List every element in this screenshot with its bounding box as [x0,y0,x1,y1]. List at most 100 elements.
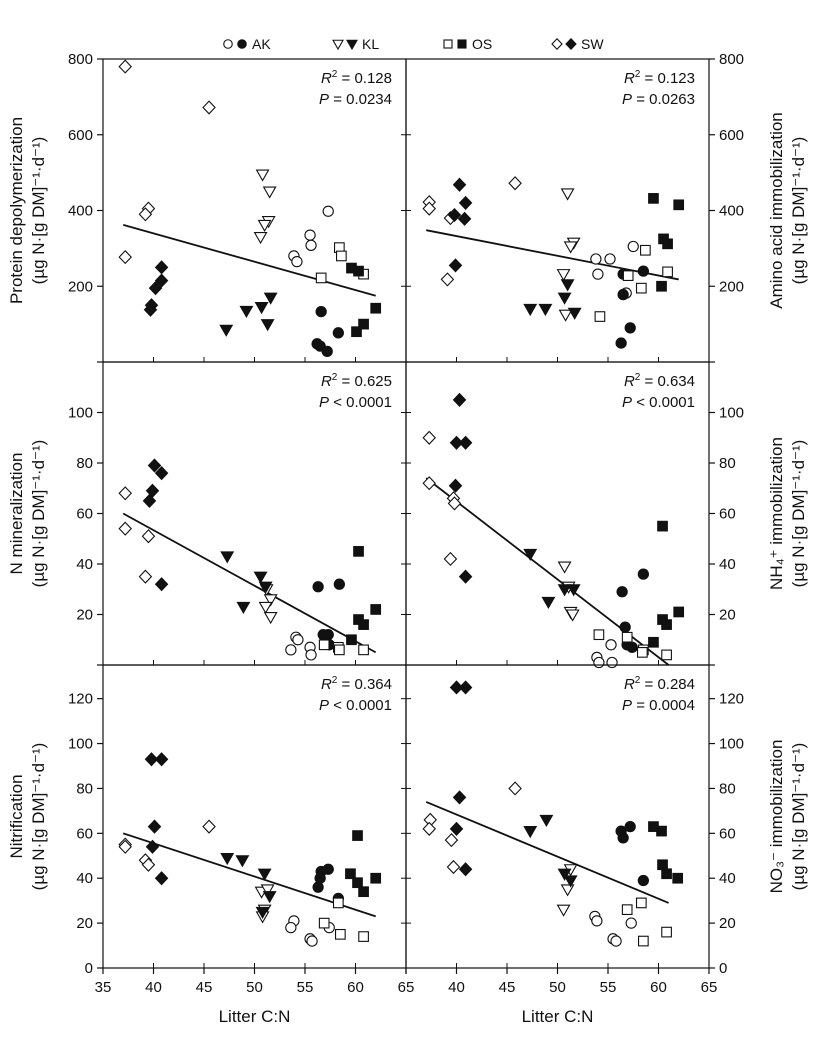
x-tick-label: 60 [347,979,364,996]
data-point-kl-open [557,561,572,574]
data-point-sw-open [444,832,459,848]
data-point-sw-filled [458,195,473,211]
y-tick-label: 60 [719,825,736,842]
y-tick-label: 80 [719,455,736,472]
p-value: < 0.0001 [333,394,392,411]
y-tick-label: 200 [68,278,93,295]
data-point-os-open [336,250,347,262]
data-point-kl-open [257,219,272,233]
p-symbol: P [319,91,329,108]
data-point-ak-open [304,229,316,241]
data-point-kl-open [255,169,270,182]
y-tick-label: 20 [76,915,93,932]
data-point-sw-filled [144,752,159,767]
r-squared-equals: = [337,70,354,87]
data-point-kl-filled [566,584,581,597]
y-axis-title-line2: (µg N·[g DM]⁻¹·d⁻¹) [29,137,48,285]
p-value: = 0.0004 [636,697,695,714]
y-axis-title: Amino acid immobilization (µg N·[g DM]⁻¹·… [767,112,808,309]
data-point-ak-filled [637,874,649,887]
r-squared-label: R2 = 0.284 [624,675,695,693]
y-tick-label: 800 [68,51,93,68]
data-point-ak-open [627,240,639,253]
data-point-ak-filled [617,288,629,301]
y-tick-label: 20 [76,607,93,624]
data-point-kl-open [258,601,273,615]
r-squared-equals: = [640,373,657,390]
data-point-kl-open [565,609,580,622]
data-point-os-open [635,282,647,294]
data-point-kl-filled [258,581,273,594]
data-point-ak-open [291,255,303,268]
legend-label-kl: KL [362,36,379,52]
data-point-kl-filled [219,324,234,337]
y-tick-label: 100 [68,736,93,753]
x-tick-label: 65 [398,979,415,996]
y-axis-title-line2: (µg N·[g DM]⁻¹·d⁻¹) [789,137,808,285]
data-point-os-open [637,935,649,947]
p-symbol: P [319,394,329,411]
data-point-sw-open [443,551,458,567]
y-axis-title: NH₄⁺ immobilization (µg N·[g DM]⁻¹·d⁻¹) [767,437,808,590]
y-axis-title-line1: NH₄⁺ immobilization [767,437,786,590]
data-point-sw-open [508,176,522,191]
panel-amino-acid-immobilization: 200 400 600 800 R2 = 0.123 P = 0.0263 Amino ac… [405,51,808,363]
data-point-kl-filled [523,826,538,839]
data-point-kl-filled [239,305,254,318]
data-point-os-filled [661,868,672,880]
y-tick-label: 120 [719,691,744,708]
y-tick-label: 40 [719,870,736,887]
data-point-os-open [593,629,605,641]
data-point-ak-filled [616,586,628,598]
data-point-sw-open [446,859,461,875]
data-point-os-open [333,644,345,656]
data-point-sw-open [138,569,153,584]
data-point-sw-open [118,486,132,501]
data-point-sw-filled [143,302,158,317]
p-value: = 0.0263 [636,91,695,108]
data-point-ak-open [306,935,318,947]
legend-entry-sw: SW [551,36,604,52]
p-value-label: P < 0.0001 [319,697,392,714]
data-point-os-open [621,631,633,643]
data-point-ak-open [592,268,604,280]
data-point-os-filled [648,636,659,648]
data-point-kl-filled [220,852,235,866]
data-point-os-filled [656,280,667,292]
data-point-os-filled [673,199,685,211]
data-point-sw-open [447,496,462,511]
data-point-sw-filled [449,821,464,836]
data-point-kl-filled [557,868,572,881]
data-point-os-open [621,904,633,915]
data-point-kl-open [556,269,571,282]
data-point-kl-filled [255,906,270,919]
y-tick-label: 0 [85,960,93,977]
p-value-label: P < 0.0001 [622,394,695,411]
data-point-sw-filled [448,258,463,273]
y-tick-label: 60 [76,506,93,523]
panel-no3-immobilization: 0 20 40 60 80 100 120 R2 = 0.284 P = 0.0004 NO₃⁻ … [405,664,808,977]
data-point-sw-open [118,59,132,74]
r-squared-exponent: 2 [332,372,338,383]
data-point-sw-open [440,272,455,287]
r-squared-symbol: R [624,373,635,390]
r-squared-value: 0.128 [354,70,392,87]
data-point-sw-open [141,857,156,872]
y-tick-label: 200 [719,278,744,295]
r-squared-value: 0.625 [354,373,392,390]
r-squared-label: R2 = 0.634 [624,372,695,390]
y-axis-title: N mineralization (µg N·[g DM]⁻¹·d⁻¹) [7,440,48,588]
data-point-kl-filled [523,548,538,562]
y-tick-label: 600 [719,127,744,144]
data-point-sw-filled [447,207,462,223]
x-tick-label: 65 [701,979,718,996]
r-squared-symbol: R [321,70,332,87]
y-tick-label: 40 [76,556,93,573]
data-point-os-filled [345,868,356,880]
y-tick-label: 100 [719,736,744,753]
y-tick-label: 800 [719,51,744,68]
data-point-kl-filled [560,279,575,292]
x-tick-label: 55 [600,979,617,996]
data-point-os-open [661,926,672,938]
